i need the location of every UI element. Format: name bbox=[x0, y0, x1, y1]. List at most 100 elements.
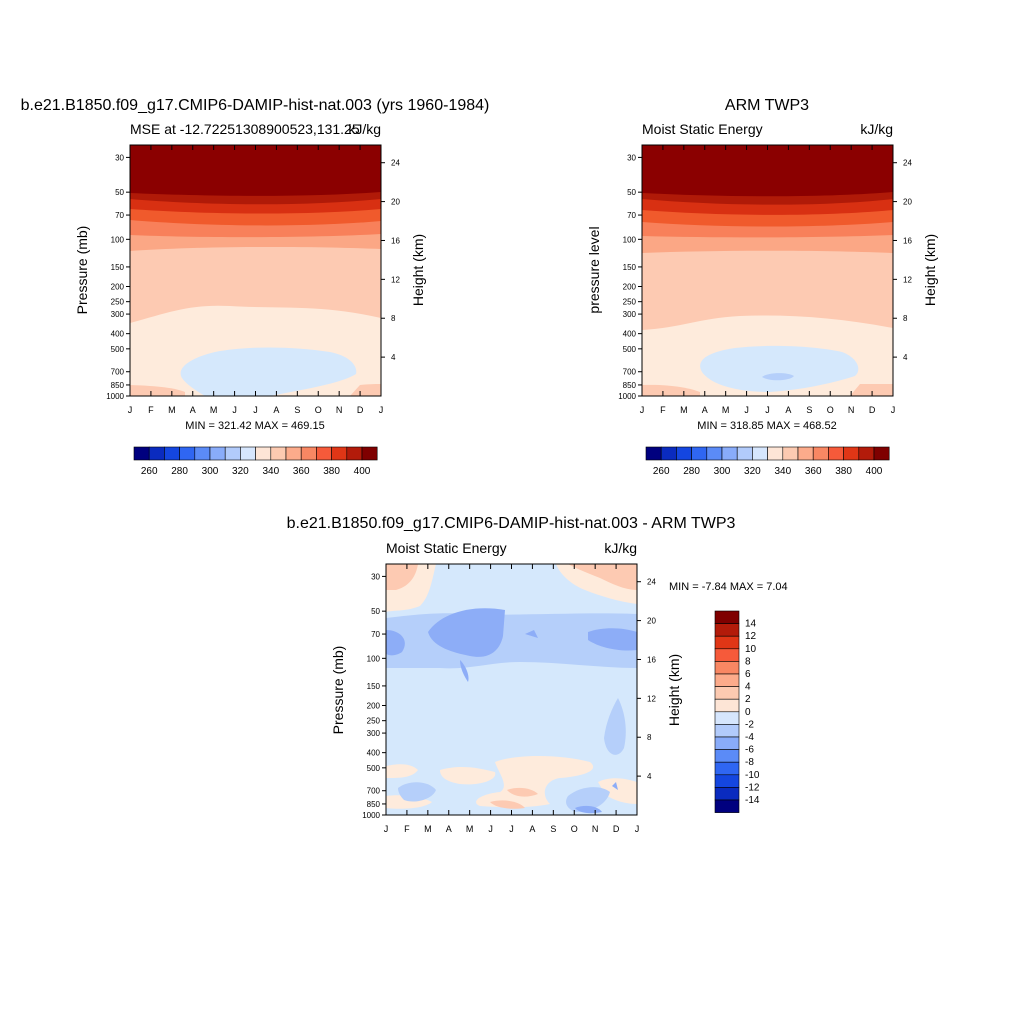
colorbar-label: -14 bbox=[745, 795, 760, 806]
height-tick-label: 24 bbox=[391, 159, 400, 168]
colorbar-label: 280 bbox=[683, 466, 700, 477]
month-tick-label: J bbox=[509, 824, 514, 834]
panel-units: kJ/kg bbox=[860, 121, 893, 137]
pressure-tick-label: 200 bbox=[367, 701, 381, 710]
contour-blue3 bbox=[460, 660, 469, 682]
pressure-axis: 30 50 70 100 150 200 250 300 400 500 700 850 1000 bbox=[362, 572, 386, 820]
pressure-tick-label: 100 bbox=[367, 654, 381, 663]
height-axis: 4 8 12 16 20 24 bbox=[893, 159, 912, 362]
colorbar-swatch bbox=[714, 661, 740, 675]
colorbar-swatch bbox=[714, 711, 740, 725]
colorbar: 260 280 300 320 340 360 380 400 bbox=[133, 446, 378, 477]
month-tick-label: A bbox=[702, 405, 708, 415]
pressure-tick-label: 500 bbox=[367, 764, 381, 773]
colorbar-swatch bbox=[179, 446, 196, 461]
colorbar-label: 340 bbox=[262, 466, 279, 477]
contour-red6-surface bbox=[850, 384, 893, 396]
month-tick-label: O bbox=[827, 405, 834, 415]
panel-title: b.e21.B1850.f09_g17.CMIP6-DAMIP-hist-nat… bbox=[287, 515, 736, 532]
colorbar-swatch bbox=[714, 774, 740, 788]
colorbar-label: 260 bbox=[653, 466, 670, 477]
contour-field bbox=[130, 145, 381, 396]
colorbar-label: 280 bbox=[171, 466, 188, 477]
colorbar-label: 340 bbox=[774, 466, 791, 477]
contour-pale-blue bbox=[180, 347, 357, 396]
pressure-tick-label: 70 bbox=[627, 211, 636, 220]
colorbar-swatch bbox=[714, 623, 740, 637]
y-axis-label: Pressure (mb) bbox=[330, 646, 346, 735]
month-tick-label: D bbox=[357, 405, 364, 415]
height-axis: 4 8 12 16 20 24 bbox=[381, 159, 400, 362]
contour-red6-surface bbox=[642, 384, 700, 396]
pressure-tick-label: 400 bbox=[111, 330, 125, 339]
pressure-tick-label: 50 bbox=[627, 188, 636, 197]
pressure-tick-label: 100 bbox=[623, 235, 637, 244]
panel-subtitle-left: Moist Static Energy bbox=[386, 540, 507, 556]
contour-blue2 bbox=[398, 782, 436, 802]
y-axis-label-right: Height (km) bbox=[410, 234, 426, 306]
contour-blue2 bbox=[604, 698, 626, 755]
pressure-tick-label: 700 bbox=[367, 787, 381, 796]
colorbar-swatch bbox=[164, 446, 180, 461]
height-tick-label: 8 bbox=[391, 314, 396, 323]
contour-field bbox=[642, 145, 893, 396]
month-tick-label: J bbox=[640, 405, 645, 415]
month-tick-label: A bbox=[529, 824, 535, 834]
month-tick-label: F bbox=[404, 824, 410, 834]
month-tick-label: J bbox=[891, 405, 896, 415]
contour-red6 bbox=[568, 564, 637, 590]
month-tick-label: F bbox=[148, 405, 154, 415]
pressure-axis: 30 50 70 100 150 200 250 300 400 500 700 850 1000 bbox=[618, 153, 642, 401]
colorbar-label: -12 bbox=[745, 782, 760, 793]
pressure-tick-label: 850 bbox=[623, 381, 637, 390]
colorbar-swatch bbox=[812, 446, 829, 461]
colorbar-swatch bbox=[858, 446, 875, 461]
colorbar-swatch bbox=[714, 799, 740, 813]
month-tick-label: J bbox=[765, 405, 770, 415]
pressure-tick-label: 200 bbox=[111, 282, 125, 291]
colorbar-swatch bbox=[706, 446, 723, 461]
colorbar-label: 360 bbox=[805, 466, 822, 477]
colorbar-label: 300 bbox=[202, 466, 219, 477]
pressure-tick-label: 700 bbox=[111, 368, 125, 377]
colorbar-label: 10 bbox=[745, 644, 757, 655]
colorbar-swatch bbox=[645, 446, 662, 461]
colorbar-swatch bbox=[767, 446, 784, 461]
colorbar-swatch bbox=[316, 446, 332, 461]
panel-subtitle-left: Moist Static Energy bbox=[642, 121, 763, 137]
contour-blue3 bbox=[428, 608, 505, 657]
colorbar-swatch bbox=[660, 446, 677, 461]
month-tick-label: N bbox=[336, 405, 343, 415]
colorbar-label: 380 bbox=[835, 466, 852, 477]
height-tick-label: 24 bbox=[903, 159, 912, 168]
month-tick-label: J bbox=[128, 405, 133, 415]
colorbar-swatch bbox=[714, 761, 740, 776]
colorbar-swatch bbox=[361, 446, 378, 461]
colorbar-swatch bbox=[148, 446, 165, 461]
month-tick-label: D bbox=[613, 824, 620, 834]
min-max-stats: MIN = -7.84 MAX = 7.04 bbox=[669, 581, 788, 593]
month-tick-label: J bbox=[379, 405, 384, 415]
month-tick-label: A bbox=[273, 405, 279, 415]
colorbar-label: 320 bbox=[232, 466, 249, 477]
pressure-tick-label: 100 bbox=[111, 235, 125, 244]
contour-pale-orange bbox=[386, 764, 418, 778]
height-tick-label: 4 bbox=[647, 772, 652, 781]
pressure-tick-label: 1000 bbox=[106, 392, 124, 401]
panel-model: b.e21.B1850.f09_g17.CMIP6-DAMIP-hist-nat… bbox=[21, 97, 490, 477]
colorbar-swatch bbox=[828, 446, 844, 461]
colorbar-label: 2 bbox=[745, 694, 751, 705]
panel-obs: ARM TWP3 Moist Static Energy kJ/kg 30 50 7… bbox=[586, 97, 938, 477]
pressure-tick-label: 50 bbox=[371, 607, 380, 616]
contour-pale-blue bbox=[700, 345, 859, 392]
contour-blue2 bbox=[762, 373, 794, 381]
month-tick-label: S bbox=[294, 405, 300, 415]
colorbar-label: -4 bbox=[745, 732, 754, 743]
contour-blue3 bbox=[525, 630, 538, 638]
pressure-tick-label: 1000 bbox=[618, 392, 636, 401]
colorbar-label: 6 bbox=[745, 669, 751, 680]
month-tick-label: A bbox=[785, 405, 791, 415]
month-tick-label: O bbox=[315, 405, 322, 415]
colorbar-swatch bbox=[346, 446, 363, 461]
